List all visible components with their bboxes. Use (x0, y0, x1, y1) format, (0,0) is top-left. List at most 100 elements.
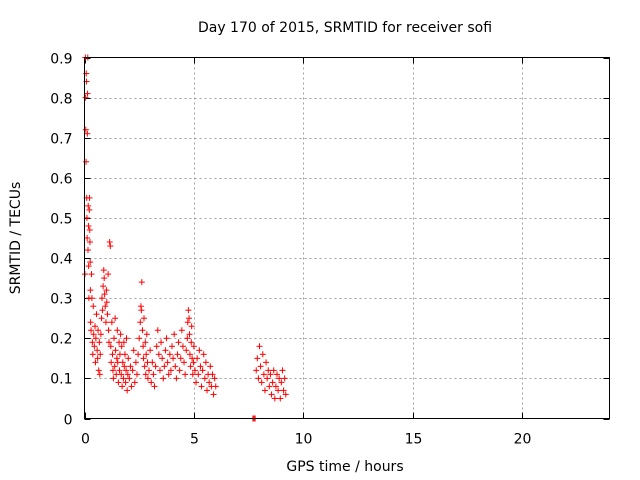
data-point (186, 331, 193, 338)
data-point (260, 371, 267, 378)
data-point (253, 367, 260, 374)
data-point (141, 363, 148, 370)
data-point (189, 371, 196, 378)
data-point (111, 363, 118, 370)
data-point (257, 363, 264, 370)
data-point (94, 355, 101, 362)
data-point (147, 347, 154, 354)
data-point (184, 319, 191, 326)
y-tick-label: 0.2 (50, 332, 72, 348)
y-tick-label: 0.6 (50, 172, 72, 188)
data-point (99, 307, 106, 314)
data-point (88, 271, 95, 278)
data-point (198, 383, 205, 390)
data-point (97, 331, 104, 338)
data-point (123, 335, 130, 342)
data-point (263, 359, 270, 366)
data-point (188, 323, 195, 330)
data-point (86, 194, 93, 201)
data-point (117, 331, 124, 338)
data-point (140, 355, 147, 362)
data-point (154, 327, 161, 334)
data-point (210, 391, 217, 398)
data-point (146, 367, 153, 374)
data-point (206, 379, 213, 386)
data-point (202, 359, 209, 366)
data-point (85, 263, 92, 270)
data-point (120, 339, 127, 346)
data-point (196, 347, 203, 354)
data-point (150, 371, 157, 378)
data-point (189, 355, 196, 362)
data-point (199, 367, 206, 374)
data-point (115, 379, 122, 386)
data-point (132, 359, 139, 366)
data-point (148, 379, 155, 386)
data-point (185, 307, 192, 314)
data-point (116, 367, 123, 374)
data-point (103, 287, 110, 294)
data-point (190, 343, 197, 350)
data-point (171, 331, 178, 338)
data-point (125, 355, 132, 362)
data-point (88, 295, 95, 302)
data-point (89, 339, 96, 346)
data-point (106, 239, 113, 246)
data-point (186, 315, 193, 322)
data-point (142, 339, 149, 346)
data-point (82, 94, 89, 101)
data-point (190, 359, 197, 366)
data-point (85, 222, 92, 229)
data-point (92, 359, 99, 366)
data-point (167, 367, 174, 374)
y-tick-label: 0.7 (50, 132, 72, 148)
data-point (170, 355, 177, 362)
data-point (118, 371, 125, 378)
data-point (162, 347, 169, 354)
data-point (95, 367, 102, 374)
data-point (187, 363, 194, 370)
y-tick-label: 0.8 (50, 92, 72, 108)
data-point (155, 351, 162, 358)
data-point (141, 315, 147, 322)
data-point (134, 371, 140, 378)
data-point (143, 331, 150, 338)
data-point (84, 130, 91, 137)
data-point (211, 375, 218, 382)
y-tick-label: 0 (64, 413, 73, 429)
plot-frame (84, 57, 610, 419)
data-point (279, 367, 286, 374)
data-point (137, 319, 144, 326)
data-point (108, 359, 115, 366)
data-point (94, 347, 101, 354)
data-point (84, 90, 91, 97)
y-tick-label: 0.4 (50, 252, 72, 268)
data-point (151, 383, 158, 390)
data-point (264, 375, 271, 382)
data-point (104, 311, 111, 318)
data-point (121, 351, 128, 358)
data-point (259, 351, 266, 358)
data-point (282, 391, 289, 398)
data-point (186, 351, 193, 358)
data-point (105, 271, 112, 278)
data-point (91, 343, 98, 350)
data-point (123, 367, 130, 374)
data-point (87, 287, 94, 294)
data-point (197, 363, 204, 370)
data-point (135, 351, 142, 358)
data-point (266, 383, 273, 390)
x-tick-label: 10 (295, 432, 313, 448)
data-point (102, 319, 109, 326)
data-point (269, 379, 276, 386)
data-point (265, 367, 272, 374)
data-point (184, 335, 191, 342)
data-point (158, 339, 165, 346)
data-point (271, 395, 278, 402)
data-point (139, 327, 146, 334)
data-point (270, 367, 277, 374)
data-point (164, 359, 171, 366)
data-point (130, 347, 137, 354)
data-point (172, 363, 179, 370)
y-axis-label: SRMTID / TECUs (8, 182, 24, 295)
